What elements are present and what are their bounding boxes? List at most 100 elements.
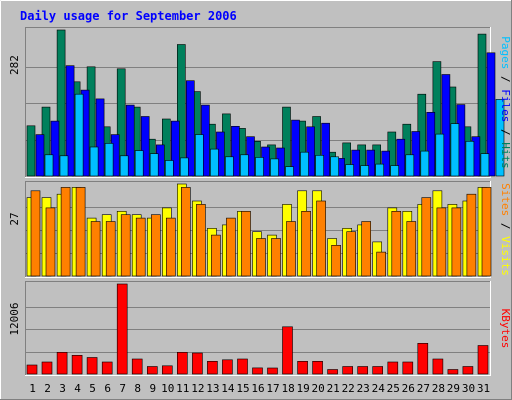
- bar-sites-day-10: [166, 217, 176, 277]
- bar-pages-day-11: [195, 134, 204, 177]
- bar-files-day-10: [171, 120, 180, 177]
- bar-sites-day-29: [451, 207, 462, 277]
- bar-files-day-11: [186, 80, 195, 177]
- bar-kbytes-day-13: [207, 360, 218, 375]
- bar-pages-day-10: [180, 157, 189, 177]
- day-label-12: 12: [191, 382, 204, 395]
- day-label-18: 18: [281, 382, 294, 395]
- bar-pages-day-4: [89, 146, 99, 177]
- chart-panels: 282 Pages / Files / Hits 27 Sites / Visits 1…: [8, 27, 512, 376]
- bar-pages-day-21: [345, 164, 354, 177]
- day-label-3: 3: [59, 382, 66, 395]
- bar-files-day-14: [231, 126, 240, 177]
- legend-item-kbytes: KBytes: [499, 309, 512, 349]
- day-label-5: 5: [89, 382, 96, 395]
- day-label-17: 17: [266, 382, 279, 395]
- bar-kbytes-day-6: [101, 361, 113, 375]
- bar-files-day-7: [125, 104, 135, 177]
- bar-pages-day-9: [165, 160, 174, 177]
- legend-separator: /: [499, 122, 512, 142]
- bar-kbytes-day-26: [402, 361, 414, 375]
- bar-sites-day-11: [181, 187, 191, 277]
- day-label-4: 4: [74, 382, 81, 395]
- bar-sites-day-8: [135, 217, 146, 277]
- day-label-1: 1: [29, 382, 36, 395]
- bar-pages-day-3: [74, 93, 84, 177]
- bar-kbytes-day-27: [417, 342, 429, 375]
- bar-sites-day-20: [316, 200, 326, 277]
- bar-kbytes-day-7: [116, 283, 128, 375]
- bar-pages-day-12: [210, 148, 219, 177]
- legend-text: KBytes: [499, 309, 512, 349]
- day-label-26: 26: [402, 382, 415, 395]
- day-label-10: 10: [161, 382, 174, 395]
- day-label-9: 9: [149, 382, 156, 395]
- bar-kbytes-day-15: [237, 358, 248, 375]
- day-label-2: 2: [44, 382, 51, 395]
- legend-visits-sites: Sites / Visits: [499, 183, 512, 276]
- day-label-6: 6: [104, 382, 111, 395]
- bar-pages-day-6: [119, 155, 129, 177]
- bar-sites-day-18: [286, 221, 296, 277]
- panel-visits-sites: 27 Sites / Visits: [8, 181, 512, 278]
- bar-kbytes-day-12: [192, 352, 203, 375]
- series-pages: [44, 93, 505, 177]
- bar-sites-day-12: [196, 204, 206, 277]
- bar-files-day-25: [396, 138, 406, 177]
- bar-sites-day-21: [331, 245, 341, 277]
- day-label-15: 15: [236, 382, 249, 395]
- day-label-22: 22: [342, 382, 355, 395]
- series-sites: [30, 187, 492, 277]
- bar-sites-day-2: [45, 207, 56, 277]
- bar-files-day-5: [95, 98, 105, 177]
- bar-sites-day-17: [271, 238, 281, 277]
- bar-sites-day-26: [406, 221, 417, 277]
- legend-text: Pages / Files / Hits: [499, 36, 512, 169]
- bar-files-day-18: [291, 119, 300, 177]
- bar-sites-day-13: [211, 234, 221, 277]
- legend-item-hits: Hits: [499, 142, 512, 169]
- bar-pages-day-22: [360, 165, 370, 177]
- bar-kbytes-day-2: [41, 361, 53, 375]
- bar-pages-day-1: [44, 154, 54, 177]
- bar-pages-day-29: [465, 141, 475, 177]
- bar-kbytes-day-21: [327, 369, 338, 375]
- bar-sites-day-31: [481, 187, 492, 277]
- bar-sites-day-6: [105, 221, 116, 277]
- day-label-7: 7: [119, 382, 126, 395]
- bar-pages-day-25: [405, 154, 415, 177]
- bar-pages-day-31: [495, 99, 505, 177]
- bar-kbytes-day-3: [56, 351, 68, 375]
- bar-sites-day-7: [120, 214, 131, 277]
- bar-kbytes-day-4: [71, 354, 83, 375]
- day-label-31: 31: [477, 382, 490, 395]
- bar-pages-day-30: [480, 153, 490, 177]
- bar-pages-day-5: [104, 143, 114, 177]
- bar-kbytes-day-11: [177, 351, 188, 375]
- bar-pages-day-18: [300, 151, 309, 177]
- bar-kbytes-day-17: [267, 367, 278, 375]
- bar-pages-day-17: [285, 166, 294, 177]
- legend-item-files: Files: [499, 89, 512, 122]
- bar-kbytes-day-9: [147, 366, 158, 375]
- bar-pages-day-27: [435, 133, 445, 177]
- bar-pages-day-7: [134, 150, 144, 177]
- bar-kbytes-day-28: [432, 358, 444, 375]
- bar-files-day-27: [426, 112, 436, 177]
- bar-pages-day-2: [59, 155, 69, 177]
- bar-files-day-22: [351, 149, 361, 177]
- legend-item-pages: Pages: [499, 36, 512, 69]
- bar-kbytes-day-10: [162, 365, 173, 375]
- bar-sites-day-24: [376, 251, 387, 277]
- day-label-16: 16: [251, 382, 264, 395]
- bar-sites-day-9: [151, 214, 161, 277]
- bar-kbytes-day-22: [342, 366, 354, 375]
- bar-pages-day-26: [420, 150, 430, 177]
- day-label-29: 29: [447, 382, 460, 395]
- bar-pages-day-28: [450, 123, 460, 177]
- legend-item-sites: Sites: [499, 183, 512, 216]
- legend-kbytes: KBytes: [499, 309, 512, 349]
- bar-sites-day-22: [346, 231, 357, 277]
- series-kbytes: [26, 283, 489, 375]
- bar-sites-day-15: [241, 211, 251, 277]
